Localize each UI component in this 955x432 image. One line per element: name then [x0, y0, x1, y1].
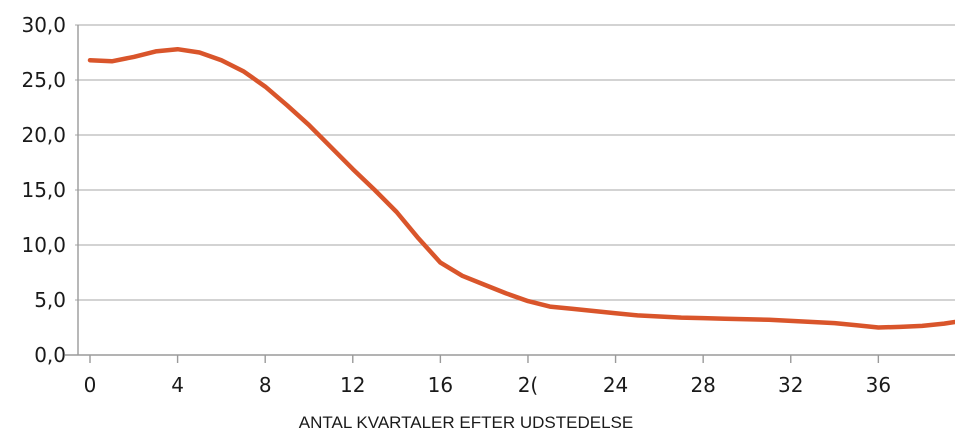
x-tick-label: 24	[603, 373, 628, 397]
y-tick-label: 10,0	[21, 233, 66, 257]
x-tick-label: 36	[866, 373, 891, 397]
series-layer	[87, 46, 955, 330]
y-tick-label: 20,0	[21, 123, 66, 147]
x-tick-label: 28	[690, 373, 715, 397]
x-axis-label: ANTAL KVARTALER EFTER UDSTEDELSE	[299, 413, 633, 432]
series-line	[87, 46, 955, 330]
y-tick-label: 0,0	[34, 343, 66, 367]
y-tick-label: 5,0	[34, 288, 66, 312]
x-tick-label: 16	[428, 373, 453, 397]
x-tick-label: 12	[340, 373, 365, 397]
x-tick-labels: 0 4 8 12 16 2( 24 28 32 36	[84, 373, 891, 397]
x-tick-label: 2(	[518, 373, 539, 397]
y-tick-label: 30,0	[21, 13, 66, 37]
gridlines	[75, 24, 955, 301]
y-tick-label: 15,0	[21, 178, 66, 202]
x-tick-label: 4	[171, 373, 184, 397]
x-tick-label: 0	[84, 373, 97, 397]
x-tick-label: 8	[259, 373, 272, 397]
y-tick-labels: 0,0 5,0 10,0 15,0 20,0 25,0 30,0	[21, 13, 66, 367]
axes	[65, 25, 955, 363]
x-tick-label: 32	[778, 373, 803, 397]
y-tick-label: 25,0	[21, 68, 66, 92]
